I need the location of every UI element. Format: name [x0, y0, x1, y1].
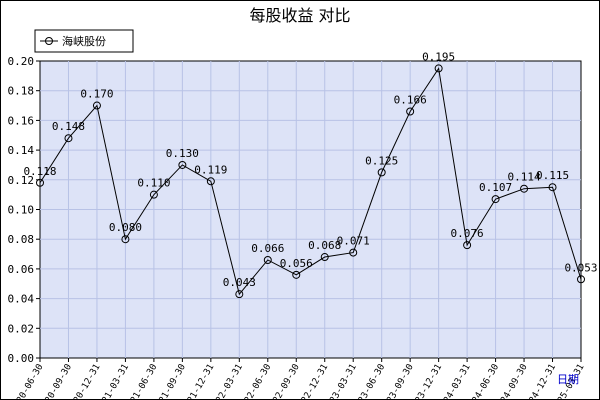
data-point-marker: [206, 177, 215, 186]
grid-lines: [40, 61, 581, 358]
data-label: 0.080: [109, 221, 142, 234]
series-line: 0.118 0.148 0.170 0.080 0.110 0.130 0.119 0.043…: [23, 50, 598, 299]
legend-marker-icon: [45, 37, 53, 45]
y-tick-label: 0.20: [8, 55, 35, 68]
data-point-marker: [235, 290, 244, 299]
data-point-marker: [463, 241, 472, 250]
data-label: 0.118: [23, 165, 56, 178]
chart-title: 每股收益 对比: [249, 6, 350, 25]
y-tick-label: 0.02: [8, 322, 35, 335]
x-axis-title: 日期: [557, 373, 579, 386]
data-point-marker: [577, 275, 585, 284]
x-axis: 2020-06-302020-09-302020-12-312021-03-31…: [10, 358, 587, 400]
data-label: 0.076: [451, 227, 484, 240]
data-point-marker: [377, 168, 386, 177]
data-point-marker: [292, 270, 301, 279]
data-point-marker: [178, 160, 187, 169]
data-label: 0.043: [223, 276, 256, 289]
data-point-marker: [434, 64, 443, 73]
data-point-marker: [349, 248, 358, 257]
data-label: 0.107: [479, 181, 512, 194]
data-point-marker: [520, 184, 529, 193]
data-point-marker: [263, 255, 272, 264]
y-tick-label: 0.12: [8, 174, 35, 187]
series-polyline: [39, 67, 582, 296]
data-point-marker: [548, 183, 557, 192]
data-point-marker: [491, 195, 500, 204]
data-point-marker: [406, 107, 415, 116]
legend-box: [34, 29, 134, 53]
x-tick-label: 2020-06-30: [10, 363, 46, 400]
data-point-marker: [121, 235, 130, 244]
legend-label: 海峡股份: [62, 34, 106, 48]
data-label: 0.195: [422, 50, 455, 63]
y-tick-label: 0.16: [8, 114, 35, 127]
y-tick-label: 0.14: [8, 144, 35, 157]
data-label: 0.148: [52, 120, 85, 133]
data-point-marker: [149, 190, 158, 199]
data-label: 0.071: [337, 235, 370, 248]
data-point-marker: [320, 253, 329, 262]
y-tick-label: 0.06: [8, 263, 35, 276]
data-label: 0.115: [536, 169, 569, 182]
y-tick-label: 0.10: [8, 204, 35, 217]
y-tick-label: 0.18: [8, 85, 35, 98]
data-label: 0.170: [80, 88, 113, 101]
y-tick-label: 0.04: [8, 293, 35, 306]
data-label: 0.056: [280, 257, 313, 270]
data-label: 0.068: [308, 239, 341, 252]
data-label: 0.166: [394, 93, 427, 106]
y-axis: 0.00 0.02 0.04 0.06 0.08 0.10 0.12 0.14 0.16 0.18…: [8, 55, 40, 365]
data-point-marker: [92, 101, 101, 110]
y-tick-label: 0.00: [8, 352, 35, 365]
data-point-marker: [36, 178, 44, 187]
data-label: 0.119: [194, 163, 227, 176]
data-label: 0.130: [166, 147, 199, 160]
y-tick-label: 0.08: [8, 233, 35, 246]
data-label: 0.110: [137, 177, 170, 190]
data-label: 0.125: [365, 154, 398, 167]
data-label: 0.114: [507, 171, 540, 184]
data-label: 0.053: [564, 261, 597, 274]
legend: 海峡股份: [34, 29, 134, 53]
data-label: 0.066: [251, 242, 284, 255]
data-point-marker: [64, 134, 73, 143]
